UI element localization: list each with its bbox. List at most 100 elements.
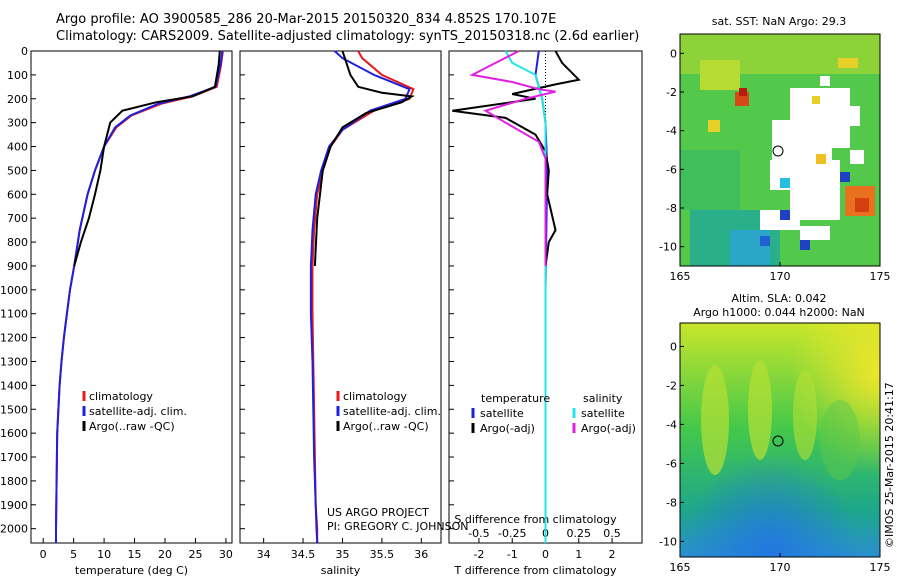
temperature-ytick-label: 200	[7, 93, 28, 106]
temperature-series-climatology	[55, 50, 224, 543]
difference-xtick-label: -1	[507, 548, 518, 561]
sst_map-ytick-label: -4	[666, 125, 677, 138]
salinity-xtick-label: 35	[335, 548, 349, 561]
temperature-legend-label: climatology	[89, 390, 153, 403]
sst_map-xtick-label: 165	[670, 270, 691, 283]
temperature-diff-axis-label: T difference from climatology	[454, 564, 617, 577]
temperature-ytick-label: 1500	[0, 403, 28, 416]
temperature-ytick-label: 100	[7, 69, 28, 82]
sla_map-xtick-label: 165	[670, 561, 691, 574]
salinity-profile-chart: 34 34.5 35 35.5 36 salinity climatology satelli…	[239, 50, 468, 577]
temperature-ytick-label: 600	[7, 188, 28, 201]
sst_map-ytick-label: -6	[666, 163, 677, 176]
salinity-diff-tick-label: -0.5	[468, 527, 489, 540]
salinity-legend-header: salinity	[583, 392, 623, 405]
temperature-legend-label: satellite-adj. clim.	[89, 405, 187, 418]
temperature-xtick-label: 30	[219, 548, 233, 561]
temperature-series-argo-raw-qc-	[73, 50, 221, 267]
salinity-xtick-label: 34.5	[291, 548, 316, 561]
temperature-ytick-label: 400	[7, 141, 28, 154]
temperature-ytick-label: 1700	[0, 451, 28, 464]
temperature-ytick-label: 300	[7, 117, 28, 130]
sla_map-ytick-label: -2	[666, 379, 677, 392]
sla_map-ytick-label: 0	[670, 340, 677, 353]
climatology-title: Climatology: CARS2009. Satellite-adjuste…	[56, 29, 640, 44]
sst_map-ytick-label: -10	[659, 241, 677, 254]
difference-xtick-label: 2	[609, 548, 616, 561]
temperature-ytick-label: 700	[7, 212, 28, 225]
temperature-ytick-label: 1800	[0, 475, 28, 488]
salinity-diff-tick-label: -0.25	[498, 527, 526, 540]
sla-map: Altim. SLA: 0.042 Argo h1000: 0.044 h200…	[659, 292, 890, 574]
temperature-axes-frame	[30, 50, 233, 544]
temperature-xtick-label: 20	[158, 548, 172, 561]
profile-title: Argo profile: AO 3900585_286 20-Mar-2015…	[56, 12, 557, 27]
sla_map-xtick-label: 175	[870, 561, 891, 574]
sst_map-ytick-label: -2	[666, 86, 677, 99]
sla-map-title: Altim. SLA: 0.042	[731, 292, 826, 305]
sla_map-xtick-label: 170	[770, 561, 791, 574]
sla-map-subtitle: Argo h1000: 0.044 h2000: NaN	[693, 306, 865, 319]
salinity-legend-label: satellite-adj. clim.	[343, 405, 441, 418]
sla_map-ytick-label: -6	[666, 457, 677, 470]
temperature-ytick-label: 1600	[0, 427, 28, 440]
salinity-diff-tick-label: 0.5	[603, 527, 621, 540]
temperature-xtick-label: 0	[40, 548, 47, 561]
salinity-series-satellite-adj-clim-	[309, 50, 411, 544]
temperature-ytick-label: 900	[7, 260, 28, 273]
salinity-axes-frame	[239, 50, 442, 544]
temperature-profile-chart: 0 5 10 15 20 25 300100200300400500600700800900…	[0, 45, 233, 577]
temperature-ytick-label: 1200	[0, 332, 28, 345]
sst_map-xtick-label: 175	[870, 270, 891, 283]
temperature-ytick-label: 1900	[0, 499, 28, 512]
temperature-ytick-label: 0	[21, 45, 28, 58]
salinity-legend-label: Argo(-adj)	[581, 422, 636, 435]
sla_map-ytick-label: -4	[666, 418, 677, 431]
temperature-ytick-label: 1100	[0, 308, 28, 321]
salinity-diff-tick-label: 0.25	[567, 527, 592, 540]
temperature-xtick-label: 15	[128, 548, 142, 561]
temperature-ytick-label: 1400	[0, 379, 28, 392]
difference-xtick-label: 0	[542, 548, 549, 561]
difference-series-temperature-argo-adj-	[452, 50, 581, 267]
salinity-xlabel: salinity	[321, 564, 361, 577]
salinity-xtick-label: 36	[414, 548, 428, 561]
difference-xtick-label: 1	[575, 548, 582, 561]
temperature-legend-label: Argo(..raw -QC)	[89, 420, 175, 433]
salinity-series-argo-raw-qc-	[313, 50, 415, 267]
temperature-legend-label: satellite	[480, 407, 524, 420]
difference-series-salinity-argo-adj-	[469, 50, 556, 266]
temperature-ytick-label: 2000	[0, 523, 28, 536]
temperature-legend-label: Argo(-adj)	[480, 422, 535, 435]
temperature-ytick-label: 1000	[0, 284, 28, 297]
pi-annotation: PI: GREGORY C. JOHNSON	[327, 520, 468, 533]
salinity-legend-label: climatology	[343, 390, 407, 403]
imos-credit: ©IMOS 25-Mar-2015 20:41:17	[883, 382, 896, 548]
difference-series-salinity-satellite	[504, 50, 547, 543]
temperature-xtick-label: 25	[188, 548, 202, 561]
temperature-legend-header: temperature	[481, 392, 550, 405]
salinity-series-climatology	[311, 50, 415, 543]
temperature-xtick-label: 5	[70, 548, 77, 561]
sst-map: sat. SST: NaN Argo: 29.3	[659, 15, 890, 283]
sst-argo-location-marker	[772, 145, 784, 157]
temperature-xlabel: temperature (deg C)	[75, 564, 188, 577]
sst_map-ytick-label: 0	[670, 47, 677, 60]
sst-map-field	[680, 34, 880, 266]
sla-argo-location-marker	[772, 435, 784, 447]
sla_map-ytick-label: -8	[666, 496, 677, 509]
salinity-legend-label: satellite	[581, 407, 625, 420]
salinity-xtick-label: 35.5	[370, 548, 395, 561]
temperature-ytick-label: 500	[7, 164, 28, 177]
salinity-legend-label: Argo(..raw -QC)	[343, 420, 429, 433]
sst_map-xtick-label: 170	[770, 270, 791, 283]
temperature-xtick-label: 10	[97, 548, 111, 561]
project-annotation: US ARGO PROJECT	[327, 506, 429, 519]
salinity-diff-axis-label: S difference from climatology	[454, 513, 617, 526]
sst_map-ytick-label: -8	[666, 202, 677, 215]
salinity-xtick-label: 34	[257, 548, 271, 561]
sla-map-field	[680, 323, 880, 557]
sst-map-title: sat. SST: NaN Argo: 29.3	[712, 15, 846, 28]
